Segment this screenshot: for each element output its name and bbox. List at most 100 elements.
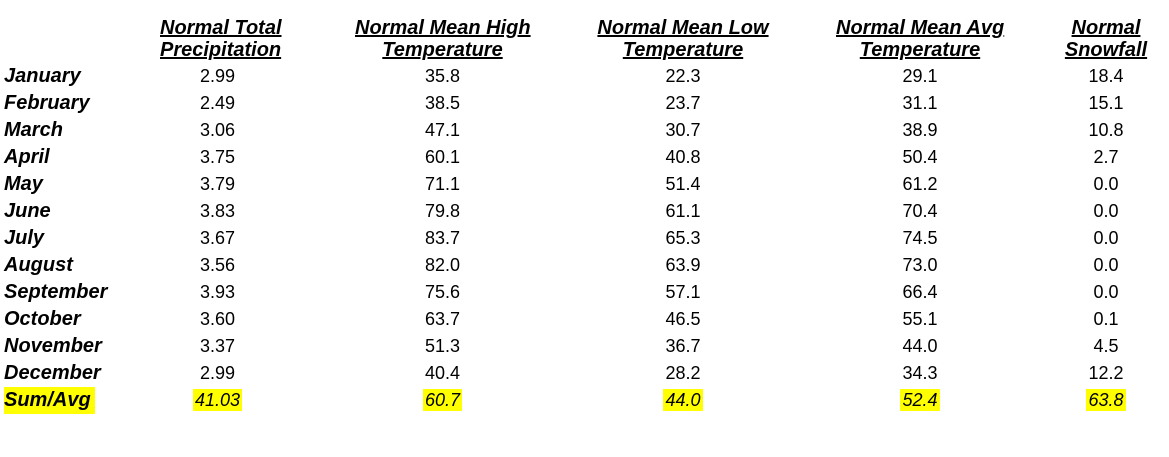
cell-mean-avg: 73.0 [902, 255, 938, 275]
header-line1: Normal Mean High [355, 17, 531, 39]
header-precipitation: Normal Total Precipitation [160, 17, 282, 61]
table-row: March 3.06 47.1 30.7 38.9 10.8 [0, 117, 1169, 144]
cell-mean-high: 51.3 [424, 336, 461, 356]
total-mean-high: 60.7 [355, 387, 530, 414]
cell-mean-avg: 29.1 [902, 66, 938, 86]
cell-precipitation: 2.99 [199, 66, 236, 86]
total-precipitation: 41.03 [160, 387, 275, 414]
cell-mean-high: 47.1 [424, 120, 461, 140]
cell-mean-low: 23.7 [665, 93, 701, 113]
cell-snowfall: 18.4 [1088, 66, 1124, 86]
cell-mean-low: 36.7 [665, 336, 701, 356]
cell-mean-low: 22.3 [665, 66, 701, 86]
header-mean-low: Normal Mean Low Temperature [597, 17, 769, 61]
cell-mean-high: 38.5 [424, 93, 461, 113]
header-line2: Temperature [622, 39, 744, 61]
cell-mean-low: 30.7 [665, 120, 701, 140]
cell-mean-high: 75.6 [424, 282, 461, 302]
cell-mean-low: 65.3 [665, 228, 701, 248]
header-snowfall: Normal Snowfall [1063, 17, 1149, 61]
cell-precipitation: 2.49 [199, 93, 236, 113]
table-row: July 3.67 83.7 65.3 74.5 0.0 [0, 225, 1169, 252]
total-snowfall: 63.8 [1063, 387, 1149, 414]
cell-snowfall: 0.0 [1093, 282, 1119, 302]
table-row: December 2.99 40.4 28.2 34.3 12.2 [0, 360, 1169, 387]
row-label: December [4, 362, 101, 384]
row-label: January [4, 65, 81, 87]
cell-snowfall: 0.0 [1093, 228, 1119, 248]
cell-mean-low: 46.5 [665, 309, 701, 329]
cell-precipitation: 3.56 [199, 255, 236, 275]
cell-precipitation: 3.67 [199, 228, 236, 248]
row-label: February [4, 92, 90, 114]
row-label: June [4, 200, 51, 222]
cell-mean-high: 35.8 [424, 66, 461, 86]
total-value: 60.7 [422, 389, 463, 411]
cell-mean-avg: 34.3 [902, 363, 938, 383]
total-row: Sum/Avg 41.03 60.7 44.0 52.4 63.8 [0, 387, 1169, 414]
row-label: May [4, 173, 43, 195]
cell-mean-low: 61.1 [665, 201, 701, 221]
cell-precipitation: 3.79 [199, 174, 236, 194]
header-line2: Temperature [382, 39, 503, 61]
cell-precipitation: 3.06 [199, 120, 236, 140]
total-label: Sum/Avg [4, 387, 95, 414]
row-label: November [4, 335, 102, 357]
header-line1: Normal Mean Low [597, 17, 769, 39]
cell-precipitation: 3.83 [199, 201, 236, 221]
cell-mean-avg: 31.1 [902, 93, 938, 113]
header-mean-high: Normal Mean High Temperature [355, 17, 531, 61]
cell-mean-high: 40.4 [424, 363, 461, 383]
row-label: July [4, 227, 45, 249]
cell-snowfall: 10.8 [1088, 120, 1124, 140]
header-line1: Normal [1071, 17, 1141, 39]
cell-snowfall: 15.1 [1088, 93, 1124, 113]
total-mean-low: 44.0 [597, 387, 769, 414]
cell-mean-low: 63.9 [665, 255, 701, 275]
cell-mean-avg: 61.2 [902, 174, 938, 194]
total-value: 63.8 [1086, 389, 1126, 411]
cell-precipitation: 3.93 [199, 282, 236, 302]
cell-mean-low: 57.1 [665, 282, 701, 302]
cell-snowfall: 2.7 [1093, 147, 1119, 167]
cell-snowfall: 0.0 [1093, 255, 1119, 275]
row-label: August [4, 254, 73, 276]
table-row: November 3.37 51.3 36.7 44.0 4.5 [0, 333, 1169, 360]
cell-mean-avg: 44.0 [902, 336, 938, 356]
cell-mean-high: 79.8 [424, 201, 461, 221]
table-row: January 2.99 35.8 22.3 29.1 18.4 [0, 63, 1169, 90]
row-label: April [4, 146, 50, 168]
cell-precipitation: 2.99 [199, 363, 236, 383]
cell-mean-avg: 50.4 [902, 147, 938, 167]
cell-mean-high: 60.1 [424, 147, 461, 167]
header-mean-avg: Normal Mean Avg Temperature [836, 17, 1004, 61]
row-label: March [4, 119, 63, 141]
cell-mean-high: 83.7 [424, 228, 461, 248]
cell-mean-high: 82.0 [424, 255, 461, 275]
row-label: October [4, 308, 81, 330]
table-row: October 3.60 63.7 46.5 55.1 0.1 [0, 306, 1169, 333]
cell-snowfall: 0.0 [1093, 174, 1119, 194]
cell-mean-avg: 70.4 [902, 201, 938, 221]
cell-mean-avg: 66.4 [902, 282, 938, 302]
cell-snowfall: 12.2 [1088, 363, 1124, 383]
header-line2: Snowfall [1064, 39, 1148, 61]
cell-mean-high: 71.1 [424, 174, 461, 194]
cell-snowfall: 0.0 [1093, 201, 1119, 221]
header-line2: Precipitation [160, 39, 282, 61]
cell-snowfall: 4.5 [1093, 336, 1119, 356]
cell-mean-low: 28.2 [665, 363, 701, 383]
cell-mean-low: 40.8 [665, 147, 701, 167]
table-row: August 3.56 82.0 63.9 73.0 0.0 [0, 252, 1169, 279]
total-mean-avg: 52.4 [836, 387, 1004, 414]
cell-precipitation: 3.37 [199, 336, 236, 356]
header-line1: Normal Total [160, 17, 282, 39]
table-row: April 3.75 60.1 40.8 50.4 2.7 [0, 144, 1169, 171]
cell-mean-avg: 55.1 [902, 309, 938, 329]
total-value: 41.03 [192, 389, 243, 411]
row-label: September [4, 281, 108, 303]
table-row: May 3.79 71.1 51.4 61.2 0.0 [0, 171, 1169, 198]
table-row: September 3.93 75.6 57.1 66.4 0.0 [0, 279, 1169, 306]
cell-mean-avg: 74.5 [902, 228, 938, 248]
cell-mean-avg: 38.9 [902, 120, 938, 140]
